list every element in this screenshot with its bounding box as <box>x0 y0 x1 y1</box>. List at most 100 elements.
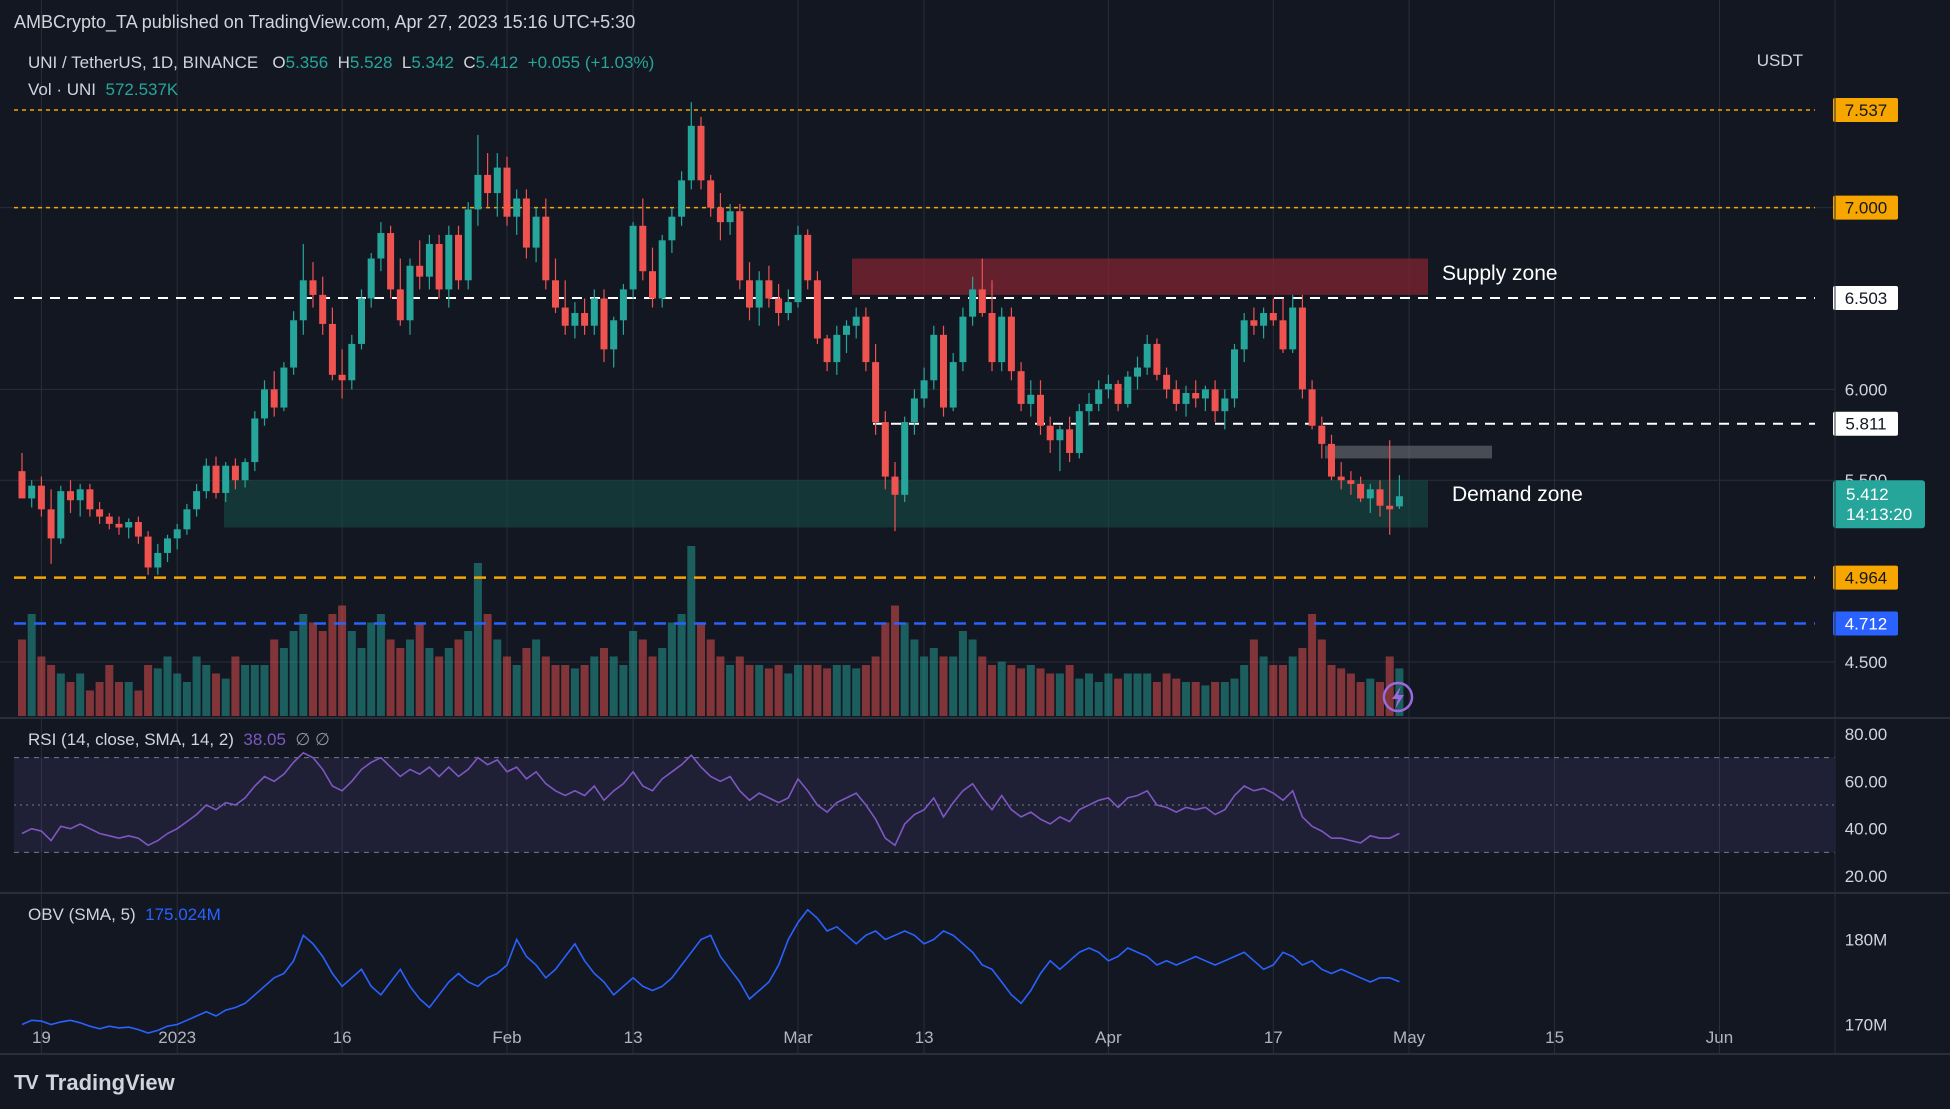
volume-bar <box>667 622 676 716</box>
volume-bar <box>425 648 434 716</box>
level-tag <box>1833 611 1898 636</box>
symbol-title[interactable]: UNI / TetherUS, 1D, BINANCE <box>28 53 259 72</box>
candle-body <box>697 125 705 181</box>
candle-body <box>193 491 201 510</box>
volume-bar <box>988 665 996 716</box>
low-value: 5.342 <box>411 53 454 72</box>
candle-body <box>978 289 986 314</box>
candle-body <box>125 522 133 528</box>
volume-bar <box>629 631 638 716</box>
volume-bar <box>1346 673 1355 716</box>
candle-body <box>338 374 346 381</box>
candle-body <box>1075 411 1083 453</box>
bolt-icon[interactable] <box>1382 681 1414 713</box>
candle-body <box>270 389 278 408</box>
candle-body <box>1056 429 1064 441</box>
candle-body <box>736 211 744 281</box>
volume-bar <box>774 665 783 716</box>
candle-body <box>910 398 918 423</box>
tradingview-logo-icon: TV <box>14 1071 39 1094</box>
level-tag-label: 4.964 <box>1845 569 1888 588</box>
candle-body <box>862 316 870 363</box>
volume-bar <box>85 690 94 716</box>
demand-zone-label: Demand zone <box>1452 483 1583 506</box>
volume-bar <box>415 622 424 716</box>
volume-bar <box>1366 678 1375 716</box>
close-value: 5.412 <box>475 53 519 72</box>
x-tick-label: Feb <box>492 1028 521 1047</box>
volume-bar <box>153 668 162 716</box>
volume-bar <box>473 563 482 716</box>
low-label: L <box>401 53 412 72</box>
y-tick-label: 6.000 <box>1845 380 1888 399</box>
candle-body <box>522 198 530 248</box>
candle-body <box>765 280 773 299</box>
candle-body <box>1046 425 1054 441</box>
zone-gray-box <box>1325 445 1492 459</box>
candle-body <box>1037 394 1044 426</box>
candle-body <box>328 323 336 375</box>
volume-bar <box>745 665 754 716</box>
volume-bar <box>619 665 628 716</box>
volume-bar <box>503 656 511 716</box>
volume-bar <box>813 665 822 716</box>
candle-body <box>134 522 142 537</box>
candle-body <box>581 313 589 326</box>
candle-body <box>222 465 230 493</box>
x-tick-label: 15 <box>1545 1028 1564 1047</box>
candle-body <box>86 489 94 510</box>
volume-bar <box>978 656 987 716</box>
volume-bar <box>1220 682 1229 716</box>
candle-body <box>1328 443 1335 477</box>
volume-bar <box>522 648 531 716</box>
candle-body <box>833 334 841 363</box>
volume-bar <box>532 639 541 716</box>
candle-body <box>348 343 356 381</box>
candle-body <box>435 243 443 290</box>
candle-body <box>901 422 909 495</box>
candle-body <box>794 234 802 303</box>
volume-bar <box>1298 648 1307 716</box>
candle-body <box>484 174 492 194</box>
volume-bar <box>318 631 327 716</box>
volume-bar <box>881 622 890 716</box>
candle-body <box>668 216 676 241</box>
x-tick-label: May <box>1393 1028 1426 1047</box>
x-tick-label: Apr <box>1095 1028 1122 1047</box>
obv-line <box>21 908 1400 1034</box>
candle-body <box>755 280 763 308</box>
volume-bar <box>842 665 851 716</box>
volume-bar <box>1055 673 1064 716</box>
candle-body <box>804 234 812 281</box>
rsi-title[interactable]: RSI (14, close, SMA, 14, 2) <box>28 730 234 749</box>
zone-demand-zone <box>224 480 1428 528</box>
candle-body <box>76 489 84 501</box>
volume-bar <box>949 656 958 716</box>
candle-body <box>649 271 656 299</box>
volume-label[interactable]: Vol · UNI <box>28 80 97 99</box>
candle-body <box>1231 349 1238 399</box>
tradingview-watermark[interactable]: TV TradingView <box>14 1070 175 1096</box>
volume-bar <box>144 665 153 716</box>
x-tick-label: 16 <box>333 1028 352 1047</box>
volume-value: 572.537K <box>105 80 179 99</box>
volume-legend: Vol · UNI 572.537K <box>28 80 178 100</box>
volume-bar <box>250 665 259 716</box>
candle-body <box>387 233 395 290</box>
volume-bar <box>755 665 764 716</box>
volume-bar <box>163 656 172 716</box>
high-value: 5.528 <box>349 53 393 72</box>
candle-body <box>96 509 104 517</box>
publisher-line: AMBCrypto_TA published on TradingView.co… <box>14 12 636 32</box>
volume-bar <box>1104 673 1113 716</box>
candle-body <box>1134 367 1141 377</box>
candle-body <box>319 294 327 324</box>
candle-body <box>241 462 249 481</box>
candle-body <box>1279 320 1287 350</box>
volume-bar <box>1249 639 1258 716</box>
level-tag <box>1833 98 1898 122</box>
volume-bar <box>1182 682 1190 716</box>
obv-title[interactable]: OBV (SMA, 5) <box>28 905 136 924</box>
